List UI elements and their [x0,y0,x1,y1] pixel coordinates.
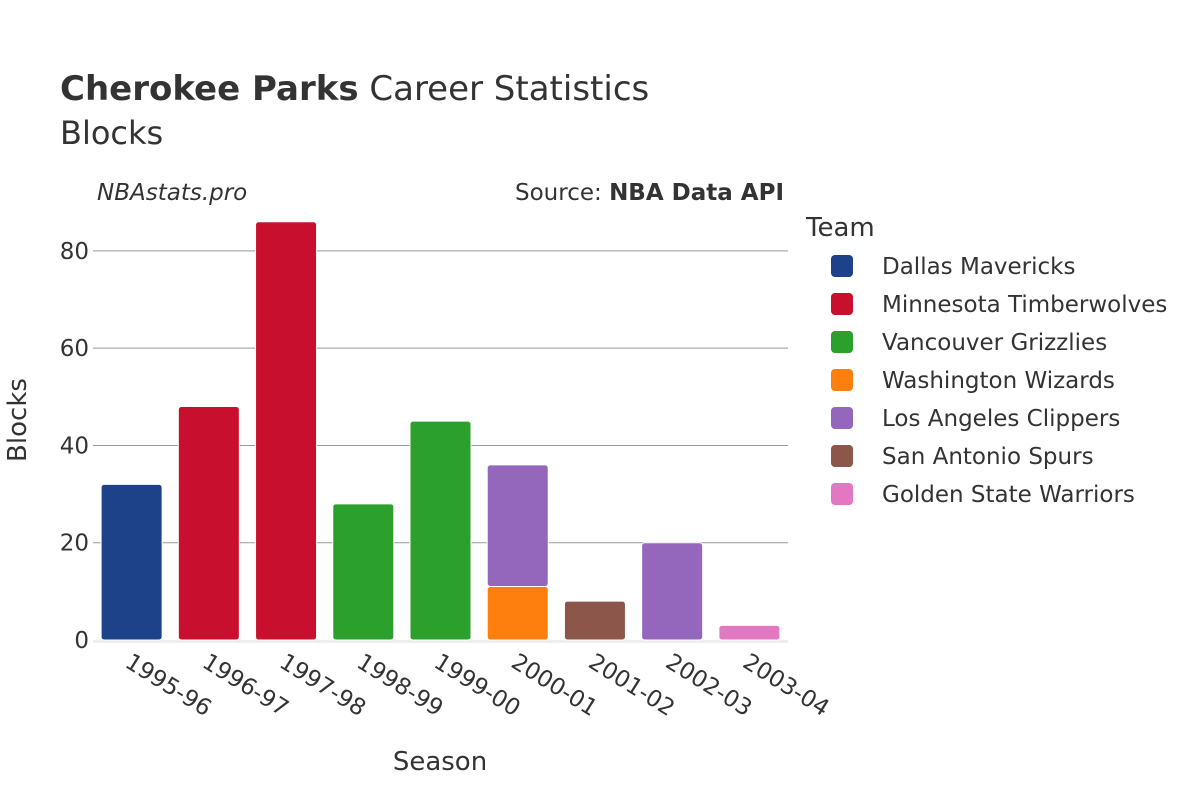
source-name: NBA Data API [609,180,784,206]
x-tick-label: 2003-04 [738,649,833,722]
legend-label: Dallas Mavericks [882,254,1075,280]
legend: Dallas Mavericks Minnesota Timberwolves Va… [831,254,1167,508]
x-tick-label: 1996-97 [198,649,293,722]
bar-2002-03-los-angeles-clippers [641,542,704,641]
legend-label: Golden State Warriors [882,482,1135,508]
legend-swatch [831,483,853,505]
legend-label: San Antonio Spurs [882,444,1094,470]
x-axis-title: Season [393,747,487,777]
y-tick-label: 0 [74,628,89,654]
chart-subtitle: Blocks [60,114,163,152]
legend-label: Minnesota Timberwolves [882,292,1167,318]
legend-label: Vancouver Grizzlies [882,330,1107,356]
source-prefix: Source: [515,180,609,206]
watermark: NBAstats.pro [97,180,247,206]
legend-swatch [831,369,853,391]
chart-title: Cherokee Parks Career Statistics [60,69,649,109]
legend-swatch [831,407,853,429]
y-tick-label: 80 [60,239,89,265]
title-rest: Career Statistics [359,69,650,109]
x-tick-label: 1995-96 [120,649,215,722]
bar-1998-99-vancouver-grizzlies [332,503,395,641]
x-tick-labels: 1995-961996-971997-981998-991999-002000-… [120,649,833,722]
y-tick-label: 60 [60,336,89,362]
bar-1996-97-minnesota-timberwolves [177,406,240,641]
y-axis-title: Blocks [3,378,33,462]
legend-swatch [831,255,853,277]
bar-2000-01-washington-wizards [486,586,549,641]
title-player: Cherokee Parks [60,69,359,109]
bar-2001-02-san-antonio-spurs [563,600,626,641]
legend-label: Los Angeles Clippers [882,406,1120,432]
bar-2003-04-golden-state-warriors [718,624,781,641]
y-tick-labels: 0 20 40 60 80 [60,239,89,654]
legend-swatch [831,331,853,353]
bar-2000-01-los-angeles-clippers [486,464,549,587]
y-tick-label: 40 [60,433,89,459]
bar-1999-00-vancouver-grizzlies [409,420,472,641]
source-credit: Source: NBA Data API [515,180,784,206]
bar-1997-98-minnesota-timberwolves [255,221,318,641]
legend-swatch [831,445,853,467]
bars [100,221,781,641]
y-tick-label: 20 [60,531,89,557]
x-tick-label: 1997-98 [275,649,370,722]
legend-swatch [831,293,853,315]
x-tick-label: 2002-03 [661,649,756,722]
x-tick-label: 1999-00 [429,649,524,722]
legend-title: Team [805,213,875,243]
legend-label: Washington Wizards [882,368,1115,394]
x-tick-label: 1998-99 [352,649,447,722]
x-tick-label: 2001-02 [584,649,679,722]
bar-1995-96-dallas-mavericks [100,483,163,641]
x-tick-label: 2000-01 [507,649,602,722]
